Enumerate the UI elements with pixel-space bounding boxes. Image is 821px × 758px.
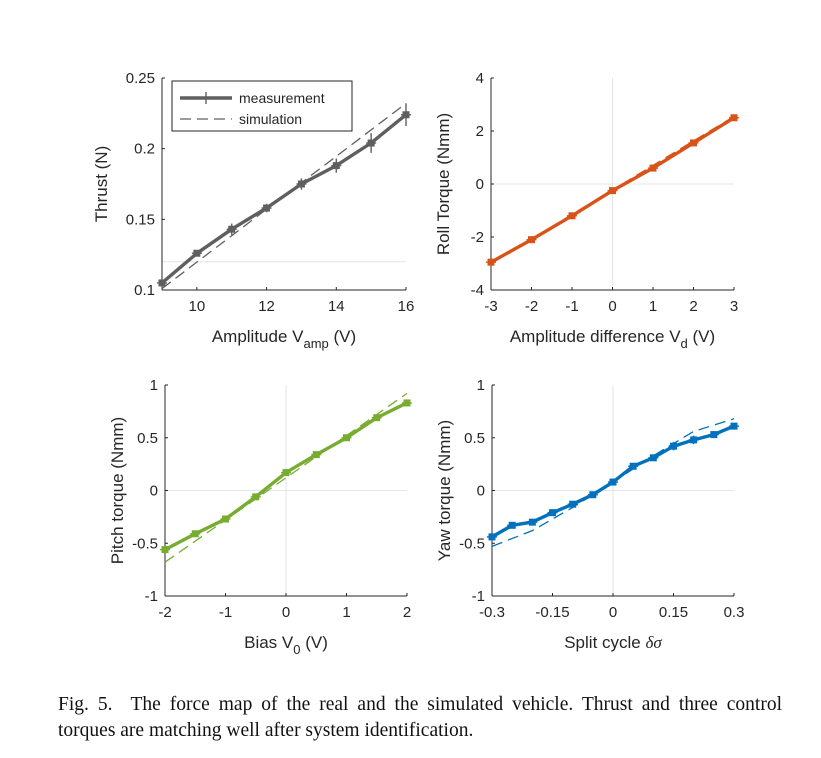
x-tick-label: 0.15 [659, 604, 688, 621]
series-simulation-line [491, 418, 735, 548]
y-tick-label: 0.5 [464, 430, 485, 447]
x-axis-label: Split cycle δσ [564, 633, 662, 652]
data-point-marker [222, 515, 229, 523]
data-point-marker [629, 462, 637, 470]
data-point-marker [649, 164, 657, 172]
y-tick-label: -1 [145, 588, 158, 605]
data-point-marker [528, 236, 535, 244]
data-point-marker [649, 454, 657, 462]
x-tick-label: -2 [158, 604, 171, 621]
data-point-marker [161, 546, 169, 554]
y-axis-label: Roll Torque (Nmm) [434, 113, 453, 255]
data-point-marker [670, 442, 677, 450]
data-point-marker [343, 434, 350, 442]
data-point-marker [193, 249, 201, 257]
y-tick-label: 0.5 [137, 430, 158, 447]
y-axis-label: Pitch torque (Nmm) [108, 417, 127, 564]
data-point-marker [252, 493, 260, 501]
y-tick-label: 2 [476, 123, 484, 140]
x-tick-label: 16 [398, 298, 415, 315]
y-tick-label: 0.1 [134, 282, 155, 299]
data-point-marker [312, 451, 320, 459]
data-point-marker [373, 414, 381, 422]
y-tick-label: 4 [476, 70, 484, 87]
legend-label-measurement: measurement [239, 90, 325, 106]
data-point-marker [367, 139, 375, 147]
data-point-marker [730, 422, 738, 430]
y-tick-label: 0 [476, 176, 484, 193]
y-tick-label: 0 [150, 483, 158, 500]
data-point-marker [488, 533, 496, 541]
data-point-marker [487, 258, 495, 266]
x-tick-label: 0 [282, 604, 290, 621]
data-point-marker [282, 469, 290, 477]
x-tick-label: -3 [484, 298, 497, 315]
data-point-marker [508, 521, 516, 529]
y-tick-label: -4 [471, 282, 484, 299]
x-tick-label: 14 [328, 298, 345, 315]
chart-panel-1: 10 12 14 16 0.1 0.15 0.2 0.25 Amplitude Vamp (V)… [92, 70, 414, 351]
y-tick-label: -0.5 [459, 535, 485, 552]
x-tick-label: 10 [189, 298, 206, 315]
data-point-marker [589, 491, 597, 499]
data-point-marker [528, 518, 536, 526]
data-point-marker [730, 114, 738, 122]
x-tick-label: 2 [689, 298, 697, 315]
y-tick-label: -1 [472, 588, 485, 605]
x-tick-label: 0.3 [724, 604, 745, 621]
x-tick-label: 2 [403, 604, 411, 621]
data-point-marker [263, 204, 271, 212]
data-point-marker [402, 111, 410, 119]
y-tick-label: -0.5 [132, 535, 158, 552]
y-tick-label: 0.15 [126, 211, 155, 228]
caption-lead: Fig. 5. [58, 694, 113, 715]
figure-caption: Fig. 5. The force map of the real and the… [58, 692, 782, 744]
data-point-marker [569, 500, 577, 508]
data-point-marker [191, 530, 199, 538]
data-point-marker [690, 436, 698, 444]
y-tick-label: 0.2 [134, 141, 155, 158]
legend-label-simulation: simulation [239, 111, 302, 127]
y-axis-label: Thrust (N) [92, 146, 111, 223]
data-point-marker [690, 139, 697, 147]
x-tick-label: 0 [609, 604, 617, 621]
x-tick-label: 0 [608, 298, 616, 315]
x-axis-label: Amplitude Vamp (V) [212, 327, 356, 351]
x-tick-label: 1 [342, 604, 350, 621]
data-point-marker [403, 399, 411, 407]
x-tick-label: -1 [565, 298, 578, 315]
x-axis-label: Amplitude difference Vd (V) [510, 327, 715, 351]
series-simulation-line [161, 102, 407, 290]
chart-panel-4: -0.3 -0.15 0 0.15 0.3 -1 -0.5 0 0.5 1 Split cycle … [435, 377, 744, 652]
x-tick-label: 12 [258, 298, 275, 315]
chart-legend: measurement simulation [171, 80, 353, 132]
data-point-marker [568, 212, 576, 220]
x-tick-label: 1 [649, 298, 657, 315]
data-point-marker [710, 431, 718, 439]
chart-panel-2: -3 -2 -1 0 1 2 3 -4 -2 0 2 4 Amplitude difference Vd… [434, 70, 739, 351]
data-point-marker [332, 162, 340, 170]
x-axis-label: Bias V0 (V) [244, 633, 328, 657]
data-point-marker [297, 180, 305, 188]
data-point-marker [158, 279, 166, 287]
data-point-marker [549, 509, 556, 517]
x-tick-label: -2 [525, 298, 538, 315]
series-simulation-line [164, 392, 408, 563]
y-axis-label: Yaw torque (Nmm) [435, 420, 454, 561]
x-tick-label: -0.15 [535, 604, 569, 621]
caption-text: The force map of the real and the simula… [58, 694, 782, 741]
y-tick-label: 1 [150, 377, 158, 394]
y-tick-label: 0.25 [126, 70, 155, 87]
x-tick-label: -1 [219, 604, 232, 621]
y-tick-label: 0 [477, 483, 485, 500]
legend-box [171, 80, 353, 132]
series-simulation-line [490, 115, 735, 265]
y-tick-label: 1 [477, 377, 485, 394]
x-tick-label: -0.3 [479, 604, 505, 621]
y-tick-label: -2 [471, 229, 484, 246]
x-tick-label: 3 [730, 298, 738, 315]
data-point-marker [228, 225, 236, 233]
